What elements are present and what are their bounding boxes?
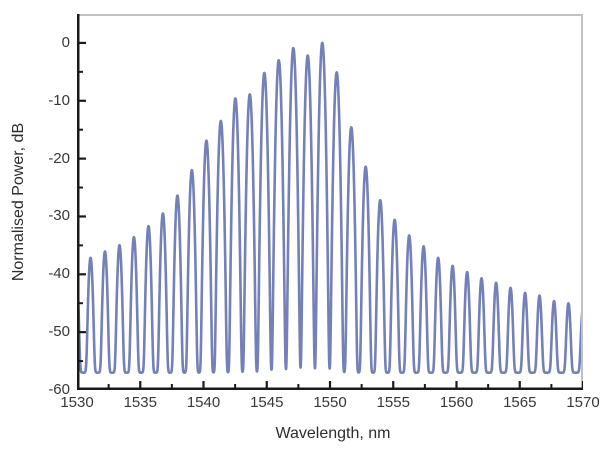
y-tick-label: -30 bbox=[48, 207, 70, 225]
x-tick-label: 1535 bbox=[123, 394, 157, 411]
y-tick-label: -40 bbox=[48, 265, 70, 283]
y-tick-label: -50 bbox=[48, 323, 70, 341]
x-tick-label: 1570 bbox=[566, 394, 600, 411]
x-tick-label: 1555 bbox=[376, 394, 410, 411]
x-tick-label: 1545 bbox=[250, 394, 284, 411]
y-tick-label: -10 bbox=[48, 91, 70, 109]
y-tick-label: -20 bbox=[48, 149, 70, 167]
x-axis-title: Wavelength, nm bbox=[275, 425, 391, 442]
plot-area bbox=[77, 14, 583, 390]
y-tick-label: 0 bbox=[61, 33, 70, 51]
x-tick-label: 1550 bbox=[313, 394, 347, 411]
spectrum-curve bbox=[77, 41, 583, 374]
x-tick-label: 1540 bbox=[186, 394, 221, 411]
x-tick-label: 1560 bbox=[439, 394, 474, 411]
x-tick-label: 1530 bbox=[60, 394, 94, 411]
y-tick-label: -60 bbox=[48, 381, 70, 398]
spectrum-plot-svg bbox=[77, 14, 583, 390]
x-tick-label: 1565 bbox=[503, 394, 537, 411]
